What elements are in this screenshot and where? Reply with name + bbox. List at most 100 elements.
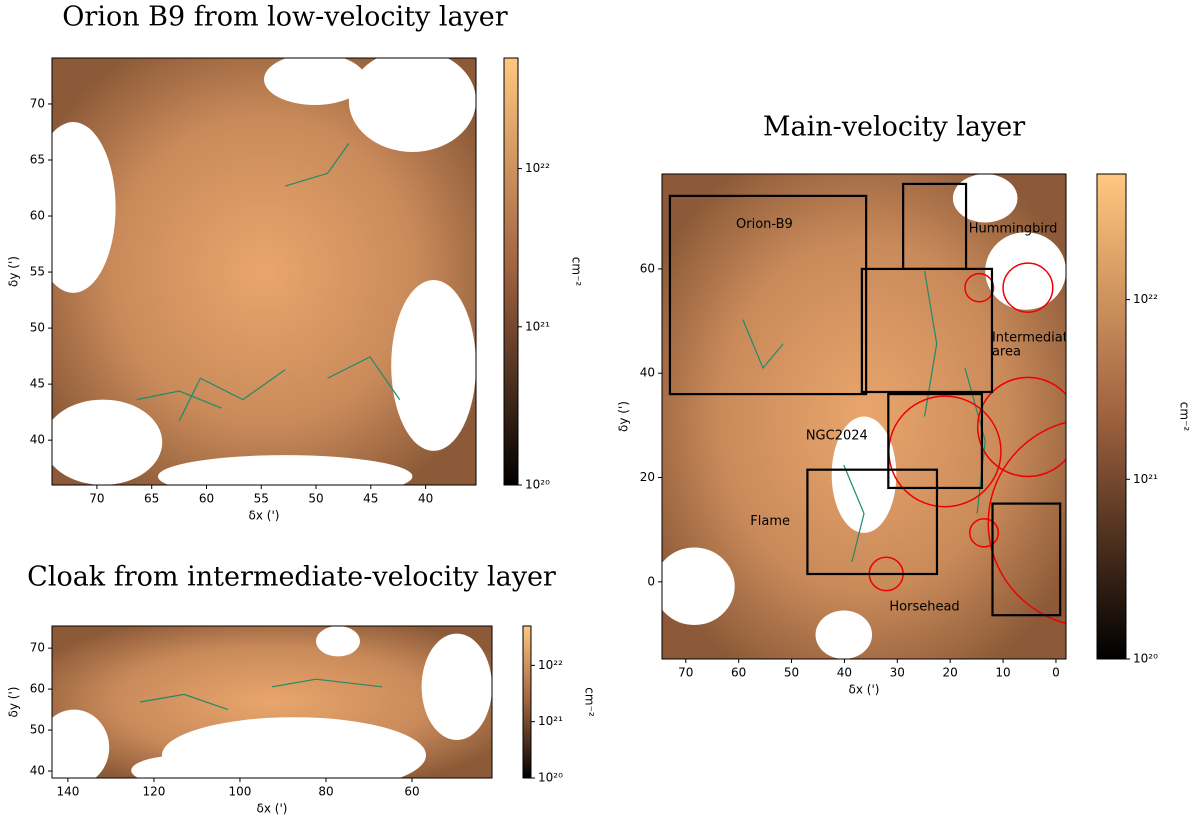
x-tick-label: 120 (142, 785, 165, 799)
x-tick-label: 40 (837, 666, 852, 680)
x-tick-label: 45 (363, 492, 378, 506)
region-label: NGC2024 (806, 428, 868, 443)
plot-frame (661, 173, 1067, 660)
y-tick-label: 55 (30, 265, 45, 279)
region-circle (976, 376, 1066, 478)
y-tick-label: 45 (30, 377, 45, 391)
x-tick-label: 70 (89, 492, 104, 506)
region-box (668, 194, 868, 396)
filament (742, 319, 784, 370)
region-label: Hummingbird (969, 221, 1058, 236)
blank-area (264, 58, 366, 105)
blank-area (158, 455, 413, 485)
colorbar-tick-label: 10²² (538, 658, 563, 672)
colorbar (1096, 173, 1127, 660)
region-box (860, 267, 994, 394)
title: Main-velocity layer (763, 112, 1025, 143)
colorbar (503, 57, 519, 486)
y-tick-label: 40 (30, 433, 45, 447)
x-axis-label: δx (') (257, 802, 288, 816)
filament (285, 143, 350, 187)
colorbar-tick-label: 10²¹ (1133, 472, 1158, 486)
title: Cloak from intermediate-velocity layer (27, 562, 556, 593)
x-tick-label: 65 (144, 492, 159, 506)
x-tick-label: 60 (199, 492, 214, 506)
y-axis-label: δy (') (617, 401, 631, 432)
plot-frame (51, 625, 493, 779)
y-tick-label: 50 (30, 723, 45, 737)
region-label: Horsehead (889, 599, 959, 614)
x-tick-label: 30 (890, 666, 905, 680)
region-label: Orion-B9 (736, 217, 793, 232)
x-tick-label: 70 (678, 666, 693, 680)
filament (271, 678, 383, 688)
plot-frame (51, 57, 477, 486)
colorbar-tick-label: 10²⁰ (525, 478, 550, 492)
region-box (887, 392, 984, 490)
map-image (662, 174, 1066, 659)
x-tick-label: 60 (731, 666, 746, 680)
y-tick-label: 50 (30, 321, 45, 335)
y-tick-label: 60 (640, 261, 655, 275)
filament (327, 356, 401, 400)
blank-area (662, 547, 735, 626)
blank-area (52, 709, 110, 778)
blank-area (985, 232, 1066, 310)
x-axis-label: δx (') (249, 509, 280, 523)
filament (843, 464, 865, 563)
y-tick-label: 40 (30, 764, 45, 778)
region-label: Flame (750, 514, 790, 529)
blank-area (348, 58, 476, 152)
x-tick-label: 140 (56, 785, 79, 799)
region-circle (1002, 262, 1054, 313)
colorbar-tick-label: 10²² (525, 161, 550, 175)
filament (139, 693, 229, 711)
blank-area (162, 717, 426, 778)
filament (136, 390, 222, 409)
x-tick-label: 40 (418, 492, 433, 506)
blank-area (52, 122, 116, 293)
blank-area (952, 174, 1018, 223)
x-axis-label: δx (') (849, 683, 880, 697)
colorbar-label: cm⁻² (1178, 402, 1192, 432)
blank-area (831, 416, 897, 533)
colorbar-tick-label: 10²² (1133, 292, 1158, 306)
x-tick-label: 100 (229, 785, 252, 799)
y-tick-label: 60 (30, 682, 45, 696)
map-image (52, 58, 476, 485)
region-circle (987, 421, 1066, 625)
x-tick-label: 50 (308, 492, 323, 506)
region-box (806, 468, 939, 576)
y-tick-label: 60 (30, 209, 45, 223)
y-tick-label: 70 (30, 96, 45, 110)
colorbar-tick-label: 10²¹ (538, 714, 563, 728)
blank-area (316, 626, 360, 657)
colorbar (522, 625, 532, 779)
y-tick-label: 70 (30, 641, 45, 655)
map-image (52, 626, 492, 778)
colorbar-label: cm⁻² (570, 257, 584, 287)
blank-area (815, 610, 873, 659)
blank-area (391, 280, 476, 451)
x-tick-label: 50 (784, 666, 799, 680)
colorbar-tick-label: 10²⁰ (1133, 652, 1158, 666)
colorbar-label: cm⁻² (583, 687, 597, 717)
colorbar-tick-label: 10²⁰ (538, 771, 563, 785)
region-box (991, 502, 1062, 617)
y-tick-label: 20 (640, 470, 655, 484)
region-label: area (992, 344, 1021, 359)
y-tick-label: 0 (647, 574, 655, 588)
region-circle (969, 517, 1000, 548)
blank-area (131, 755, 237, 778)
x-tick-label: 0 (1052, 666, 1060, 680)
region-label: Intermediate (992, 330, 1076, 345)
x-tick-label: 20 (943, 666, 958, 680)
blank-area (52, 399, 163, 485)
y-tick-label: 65 (30, 152, 45, 166)
region-circle (964, 272, 995, 303)
colorbar-tick-label: 10²¹ (525, 319, 550, 333)
x-tick-label: 10 (995, 666, 1010, 680)
x-tick-label: 55 (254, 492, 269, 506)
